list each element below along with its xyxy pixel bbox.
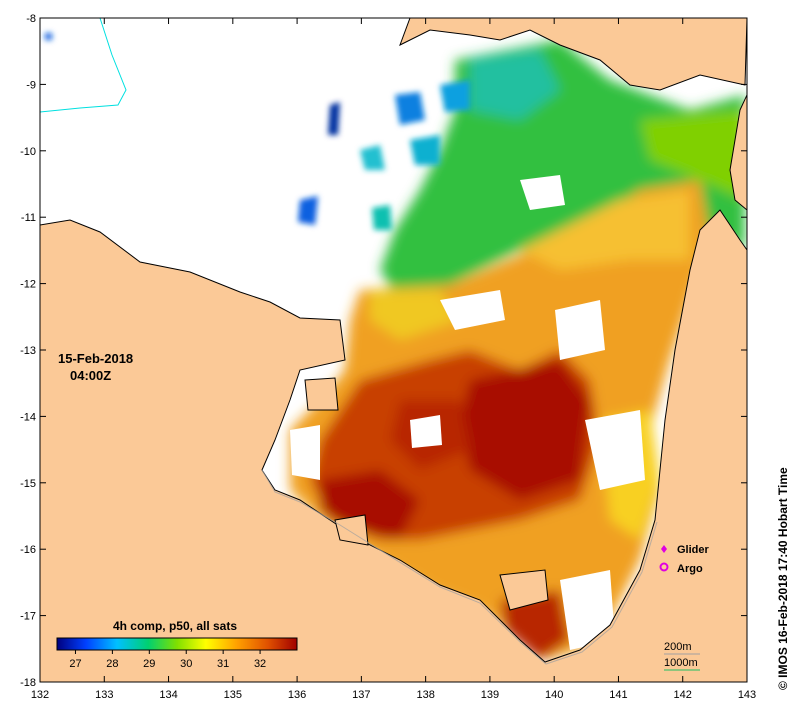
y-tick-label: -11 — [21, 212, 36, 224]
legend-glider-label: Glider — [677, 544, 710, 556]
y-tick-label: -12 — [20, 279, 36, 291]
colorbar-tick-label: 31 — [217, 658, 229, 670]
x-tick-label: 132 — [31, 689, 49, 701]
contour-1000m-line — [40, 18, 127, 113]
northern-territory-land — [40, 209, 747, 682]
contour-legend: 200m 1000m — [664, 641, 700, 671]
cape-york-land — [729, 94, 747, 211]
x-tick-label: 137 — [352, 689, 370, 701]
wellesley-island — [304, 377, 339, 411]
y-tick-label: -16 — [20, 544, 36, 556]
x-tick-label: 143 — [738, 689, 756, 701]
date-label: 15-Feb-2018 — [58, 351, 134, 366]
y-tick-label: -9 — [26, 79, 36, 91]
x-tick-label: 134 — [159, 689, 177, 701]
y-tick-label: -17 — [20, 611, 36, 623]
colorbar-tick-label: 28 — [106, 658, 118, 670]
legend-argo-label: Argo — [677, 563, 703, 575]
contour-200m-line — [261, 469, 658, 665]
glider-symbol — [661, 545, 667, 553]
mornington-island — [499, 569, 549, 611]
y-tick-label: -18 — [20, 677, 36, 689]
y-axis: -8 -9 -10 -11 -12 -13 -14 -15 -16 -17 -18 — [20, 13, 747, 689]
colorbar-tick-label: 30 — [180, 658, 192, 670]
y-tick-label: -8 — [26, 13, 36, 25]
sst-field — [45, 33, 745, 660]
x-tick-label: 141 — [609, 689, 627, 701]
x-tick-label: 135 — [224, 689, 242, 701]
colorbar-tick-label: 29 — [143, 658, 155, 670]
map-legend: Glider Argo — [659, 544, 710, 575]
imos-credit: © IMOS 16-Feb-2018 17:40 Hobart Time — [776, 467, 790, 690]
x-tick-label: 139 — [481, 689, 499, 701]
argo-symbol — [659, 562, 669, 572]
x-axis: 132 133 134 135 136 137 138 139 140 141 142 143 — [31, 18, 756, 701]
contour-1000m-label: 1000m — [664, 657, 698, 669]
x-tick-label: 136 — [288, 689, 306, 701]
x-tick-label: 142 — [674, 689, 692, 701]
colorbar-tick-label: 32 — [254, 658, 266, 670]
land — [40, 18, 747, 682]
colorbar-ticks: 27 28 29 30 31 32 — [69, 650, 266, 670]
colorbar-gradient — [56, 637, 298, 651]
colorbar-title: 4h comp, p50, all sats — [113, 619, 237, 633]
y-tick-label: -15 — [20, 478, 36, 490]
x-tick-label: 133 — [95, 689, 113, 701]
x-tick-label: 138 — [416, 689, 434, 701]
y-tick-label: -13 — [20, 345, 36, 357]
colorbar: 4h comp, p50, all sats 27 28 29 30 31 32 — [56, 619, 298, 670]
time-label: 04:00Z — [70, 368, 112, 383]
contour-200m-label: 200m — [664, 641, 692, 653]
y-tick-label: -10 — [20, 146, 36, 158]
x-tick-label: 140 — [545, 689, 563, 701]
colorbar-tick-label: 27 — [69, 658, 81, 670]
y-tick-label: -14 — [20, 411, 36, 423]
